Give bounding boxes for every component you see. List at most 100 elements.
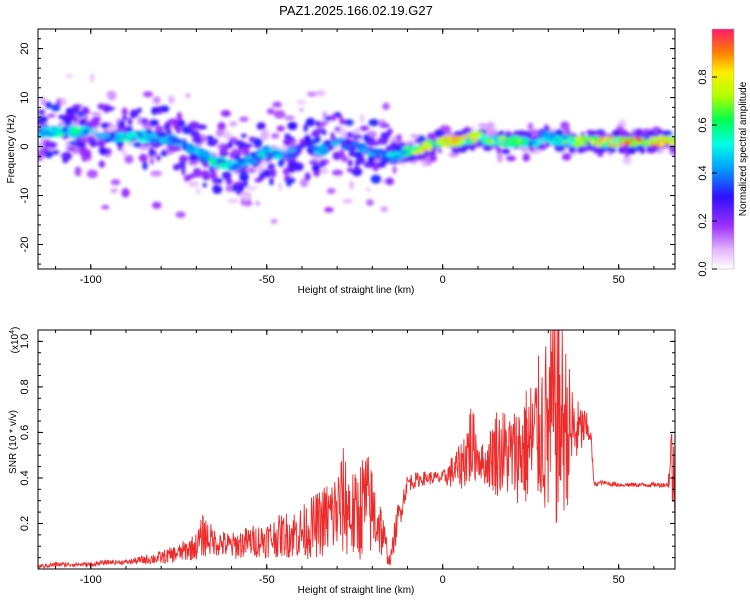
spectrogram-cell [152, 96, 161, 105]
spectrogram-cell [181, 166, 186, 176]
spectrogram-cell [121, 147, 127, 157]
spectrogram-cell [149, 137, 158, 144]
snr-ylabel: SNR (10 * v/v) [8, 410, 19, 474]
spectrogram-cell [258, 173, 265, 181]
spectrogram-cell [636, 137, 642, 143]
spectrogram-cell [89, 138, 98, 148]
spectrogram-cell [435, 131, 446, 136]
spectrogram-cell [330, 114, 337, 121]
spectrogram-cell [148, 151, 154, 157]
spectrogram-cell [90, 111, 103, 117]
spectrogram-cell [74, 136, 82, 142]
spectrogram-cell [622, 155, 632, 165]
spectrogram-cell [200, 170, 210, 179]
spectrogram-cell [453, 131, 465, 136]
spectrogram-cell [101, 133, 111, 138]
spectrogram-cell [97, 140, 106, 148]
spectrogram-cell [367, 155, 376, 163]
spectrogram-cell [284, 115, 295, 121]
spectrogram-cell [311, 164, 321, 172]
spectrogram-cell [80, 148, 92, 159]
spectrogram-cell [174, 122, 181, 132]
spectrogram-cell [310, 131, 320, 138]
spectrogram-cell [205, 135, 214, 140]
snr-panel: -100 -50 0 50 0.2 0.4 0.6 0.8 1.0 Height of stra… [8, 327, 676, 596]
spectrogram-cell [83, 128, 90, 135]
y-tick-label: 10 [19, 91, 31, 103]
spectrogram-cell [496, 152, 503, 163]
spectrogram-cell [261, 169, 272, 178]
spectrogram-cell [434, 144, 442, 148]
x-tick-label: -100 [80, 274, 102, 286]
spectrogram-cell [149, 157, 155, 165]
spectrogram-cell [220, 162, 225, 169]
spectrogram-cell [529, 130, 541, 135]
spectrogram-cell [318, 168, 329, 174]
spectrogram-cell [255, 201, 261, 206]
spectrogram-cell [380, 206, 389, 212]
spectrogram-cell [61, 127, 68, 133]
spectrogram-cell [306, 91, 317, 97]
spectrogram-cell [646, 148, 657, 154]
spectrogram-cell [481, 139, 492, 144]
spectrogram-cell [295, 99, 307, 105]
spectrogram-cell [40, 96, 47, 106]
spectrogram-cell [269, 177, 274, 186]
y-tick-label: -10 [19, 188, 31, 204]
spectrogram-cell [199, 157, 207, 161]
spectrogram-cell [377, 137, 386, 144]
spectrogram-cell [330, 140, 339, 147]
spectrogram-cell [270, 219, 278, 224]
spectrogram-cell [173, 142, 183, 146]
spectrogram-cell [220, 110, 231, 117]
y-tick-label: 0.4 [19, 470, 31, 485]
spectrogram-cell [366, 187, 371, 192]
spectrogram-cell [121, 188, 130, 198]
spectrogram-cell [208, 158, 216, 165]
x-tick-label: 50 [613, 574, 625, 586]
spectrogram-cell [396, 134, 402, 143]
spectrogram-cell [593, 145, 598, 154]
spectrogram-cell [127, 132, 134, 136]
spectrogram-cell [527, 122, 534, 131]
spectrogram-cell [300, 141, 308, 147]
x-tick-label: 0 [440, 574, 446, 586]
spectrogram-cell [652, 140, 659, 144]
spectrogram-cell [62, 156, 68, 164]
spectrogram-cell [349, 180, 355, 190]
spectrogram-cell [283, 137, 292, 147]
spectrogram-cell [286, 178, 292, 187]
spectrogram-cell [264, 156, 272, 162]
spectrogram-cell [478, 134, 489, 141]
spectrogram-cell [609, 148, 616, 153]
spectrogram-cell [264, 128, 269, 135]
spectrogram-cell [380, 132, 392, 138]
snr-frame [37, 329, 676, 570]
spectrogram-cell [264, 145, 269, 152]
spectrogram-cell [427, 132, 437, 140]
spectrogram-cell [559, 146, 565, 152]
spectrogram-cell [315, 89, 326, 97]
spectrogram-cell [242, 147, 250, 155]
spectrogram-cell [132, 141, 143, 148]
spectrogram-cell [544, 125, 550, 132]
spectrogram-cell [72, 104, 83, 109]
spectrogram-cell [41, 126, 49, 131]
spectrogram-cell [342, 199, 353, 204]
spectrogram-cell [86, 169, 98, 179]
spectrogram-cell [225, 162, 235, 166]
spectrogram-cell [237, 158, 247, 164]
spectrogram-cell [98, 160, 105, 168]
spectrogram-cell [362, 134, 371, 143]
spectrogram-cell [272, 101, 282, 108]
spectrogram-cell [125, 125, 134, 134]
spectrogram-cell [252, 137, 263, 147]
spectrogram-cell [202, 182, 207, 188]
x-tick-label: -100 [80, 574, 102, 586]
spectrogram-cell [143, 91, 153, 98]
spectrogram-cell [428, 140, 436, 146]
spectrogram-cell [217, 159, 227, 165]
spectrogram-cell [44, 150, 54, 159]
colorbar-frame [711, 28, 735, 270]
